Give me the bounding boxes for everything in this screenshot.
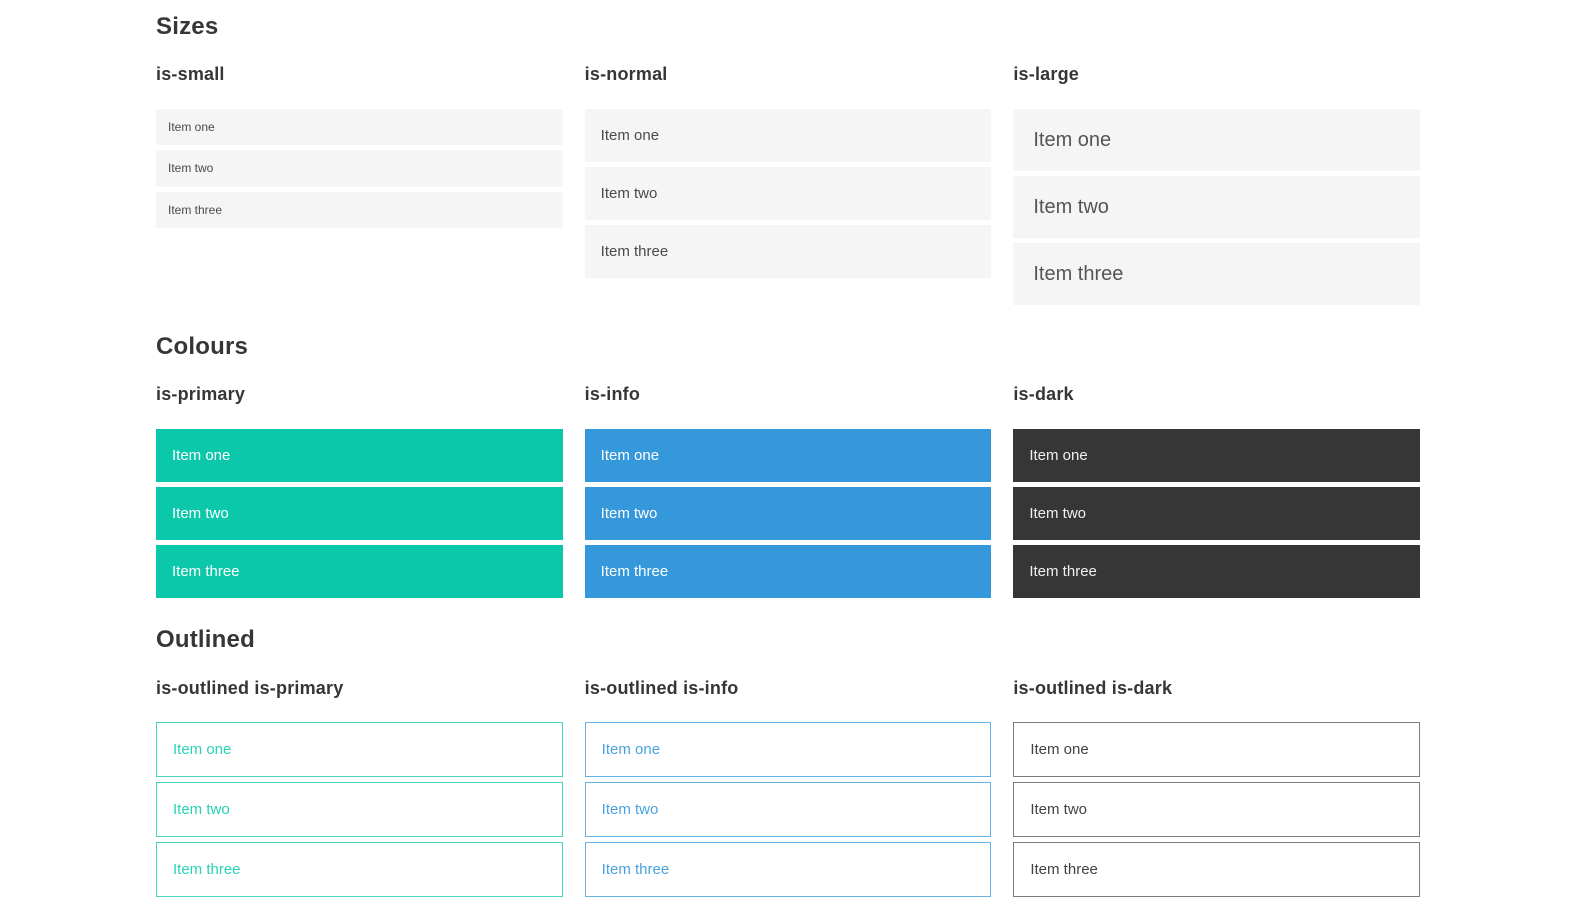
section-outlined: Outlined is-outlined is-primary Item one… <box>156 626 1421 903</box>
group-outlined-info: is-outlined is-info Item one Item two It… <box>584 677 992 903</box>
list-item[interactable]: Item one <box>156 722 563 778</box>
list-item[interactable]: Item three <box>156 842 563 898</box>
section-title-colours: Colours <box>156 333 249 361</box>
list-item[interactable]: Item one <box>156 429 563 483</box>
list-item[interactable]: Item two <box>156 150 563 187</box>
group-is-small: is-small Item one Item two Item three <box>156 64 563 310</box>
group-label-is-normal: is-normal <box>584 64 668 85</box>
group-outlined-primary: is-outlined is-primary Item one Item two… <box>156 678 563 903</box>
list-small: Item one Item two Item three <box>156 109 563 229</box>
list-outlined-info: Item one Item two Item three <box>584 722 992 898</box>
group-is-large: is-large Item one Item two Item three <box>1013 64 1421 310</box>
list-item[interactable]: Item three <box>1013 243 1421 306</box>
group-label-is-dark: is-dark <box>1013 384 1074 405</box>
group-label-is-primary: is-primary <box>156 384 246 405</box>
list-item[interactable]: Item one <box>1013 429 1421 483</box>
list-item[interactable]: Item one <box>584 722 992 778</box>
group-outlined-dark: is-outlined is-dark Item one Item two It… <box>1013 677 1421 903</box>
list-item[interactable]: Item two <box>1013 782 1421 838</box>
list-item[interactable]: Item two <box>156 487 563 541</box>
list-info: Item one Item two Item three <box>584 429 992 599</box>
list-item[interactable]: Item two <box>584 167 992 221</box>
group-is-info: is-info Item one Item two Item three <box>584 384 992 603</box>
list-item[interactable]: Item three <box>1013 545 1421 599</box>
list-item[interactable]: Item three <box>156 191 563 229</box>
list-item[interactable]: Item one <box>1013 109 1421 172</box>
list-item[interactable]: Item one <box>156 109 563 146</box>
list-item[interactable]: Item three <box>156 545 563 599</box>
list-item[interactable]: Item three <box>584 225 992 279</box>
list-outlined-primary: Item one Item two Item three <box>156 722 563 898</box>
section-title-sizes: Sizes <box>156 13 219 40</box>
list-normal: Item one Item two Item three <box>584 109 992 279</box>
list-large: Item one Item two Item three <box>1013 109 1421 306</box>
list-item[interactable]: Item two <box>584 782 992 838</box>
group-is-normal: is-normal Item one Item two Item three <box>584 64 992 310</box>
group-label-is-info: is-info <box>584 384 641 405</box>
list-primary: Item one Item two Item three <box>156 429 563 599</box>
group-label-outlined-primary: is-outlined is-primary <box>156 677 344 698</box>
list-item[interactable]: Item one <box>1013 722 1421 778</box>
section-colours: Colours is-primary Item one Item two Ite… <box>156 333 1421 603</box>
list-outlined-dark: Item one Item two Item three <box>1013 722 1421 898</box>
list-item[interactable]: Item one <box>584 109 992 163</box>
section-title-outlined: Outlined <box>156 626 255 654</box>
list-item[interactable]: Item two <box>1013 487 1421 541</box>
list-item[interactable]: Item one <box>584 429 992 483</box>
list-item[interactable]: Item three <box>1013 842 1421 898</box>
group-label-is-large: is-large <box>1013 64 1079 85</box>
group-is-primary: is-primary Item one Item two Item three <box>156 384 563 603</box>
group-label-outlined-info: is-outlined is-info <box>584 677 739 698</box>
list-item[interactable]: Item two <box>156 782 563 838</box>
list-item[interactable]: Item three <box>584 545 992 599</box>
list-dark: Item one Item two Item three <box>1013 429 1421 599</box>
list-item[interactable]: Item two <box>1013 176 1421 239</box>
group-label-outlined-dark: is-outlined is-dark <box>1013 677 1173 698</box>
group-is-dark: is-dark Item one Item two Item three <box>1013 384 1421 603</box>
list-item[interactable]: Item two <box>584 487 992 541</box>
list-item[interactable]: Item three <box>584 842 992 898</box>
group-label-is-small: is-small <box>156 64 225 85</box>
section-sizes: Sizes is-small Item one Item two Item th… <box>156 13 1421 310</box>
